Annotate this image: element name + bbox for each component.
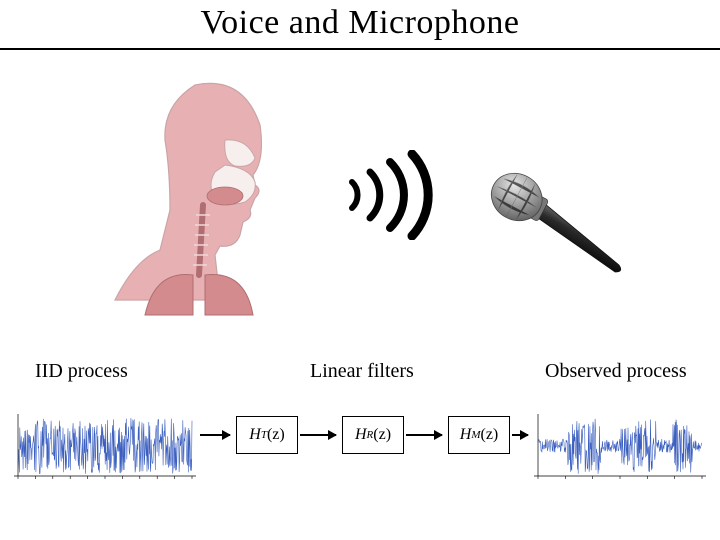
page-title: Voice and Microphone — [0, 0, 720, 50]
illustration-row — [0, 70, 720, 350]
filter-hr-arg: (z) — [373, 426, 391, 444]
filter-hr-base: H — [355, 426, 367, 444]
head-svg — [75, 70, 325, 320]
filter-block-hr: HR(z) — [342, 416, 404, 454]
arrow-4 — [512, 434, 528, 436]
filter-hr-sub: R — [367, 429, 374, 441]
sound-waves-icon — [340, 150, 450, 245]
arrow-2 — [300, 434, 336, 436]
arrow-3 — [406, 434, 442, 436]
microphone-svg — [475, 160, 645, 280]
filter-hm-base: H — [460, 426, 472, 444]
filter-block-ht: HT(z) — [236, 416, 298, 454]
arrow-1 — [200, 434, 230, 436]
label-iid-process: IID process — [35, 360, 128, 383]
microphone-figure — [475, 160, 645, 285]
filter-ht-arg: (z) — [267, 426, 285, 444]
signal-chain-row: IID process Linear filters Observed proc… — [0, 360, 720, 530]
mic-body — [529, 201, 632, 274]
iid-signal-plot — [10, 412, 200, 482]
label-linear-filters: Linear filters — [310, 360, 414, 383]
filter-hm-sub: M — [471, 429, 480, 441]
sound-waves-svg — [340, 150, 450, 240]
head-anatomy-figure — [75, 70, 325, 325]
tongue — [207, 187, 243, 205]
filter-ht-base: H — [249, 426, 261, 444]
observed-signal-plot — [530, 412, 710, 482]
filter-block-hm: HM(z) — [448, 416, 510, 454]
lung-right — [205, 275, 253, 316]
filter-hm-arg: (z) — [480, 426, 498, 444]
label-observed-process: Observed process — [545, 360, 687, 383]
